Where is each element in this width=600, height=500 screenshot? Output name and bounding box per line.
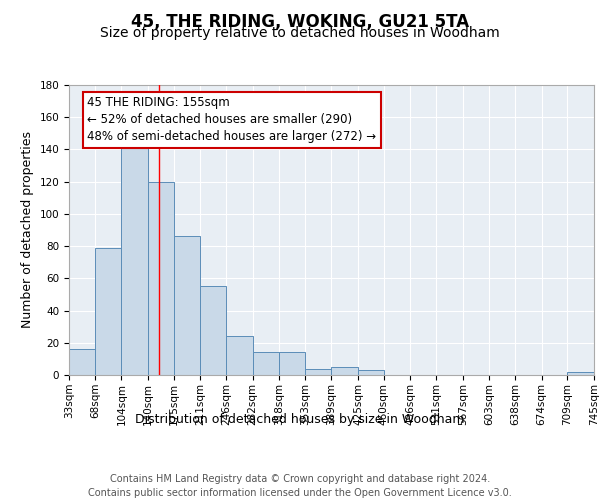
Bar [95,248,121,375]
Text: 45 THE RIDING: 155sqm
← 52% of detached houses are smaller (290)
48% of semi-det: 45 THE RIDING: 155sqm ← 52% of detached … [88,96,377,144]
Text: Distribution of detached houses by size in Woodham: Distribution of detached houses by size … [135,412,465,426]
Bar [121,134,148,375]
Text: 45, THE RIDING, WOKING, GU21 5TA: 45, THE RIDING, WOKING, GU21 5TA [131,12,469,30]
Bar [174,236,200,375]
Bar [200,286,226,375]
Bar [69,349,95,375]
Y-axis label: Number of detached properties: Number of detached properties [21,132,34,328]
Bar [568,372,594,375]
Bar [358,370,384,375]
Bar [253,352,279,375]
Text: Size of property relative to detached houses in Woodham: Size of property relative to detached ho… [100,26,500,40]
Bar [148,182,174,375]
Bar [279,352,305,375]
Bar [226,336,253,375]
Text: Contains HM Land Registry data © Crown copyright and database right 2024.
Contai: Contains HM Land Registry data © Crown c… [88,474,512,498]
Bar [331,367,358,375]
Bar [305,368,331,375]
